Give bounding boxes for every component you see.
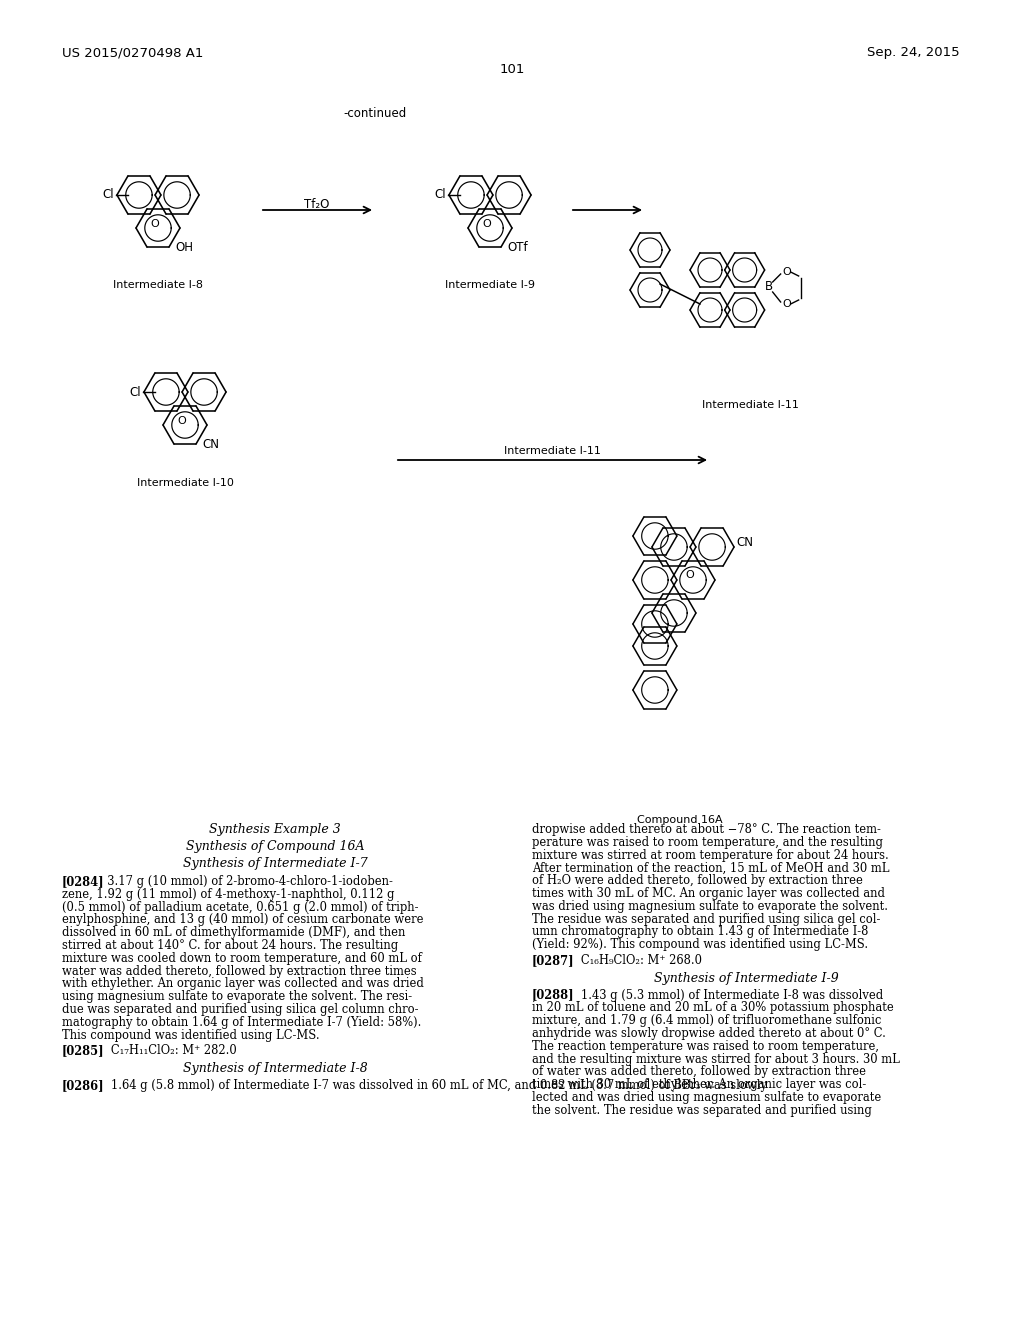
Text: Compound 16A: Compound 16A: [637, 814, 723, 825]
Text: of water was added thereto, followed by extraction three: of water was added thereto, followed by …: [532, 1065, 866, 1078]
Text: After termination of the reaction, 15 mL of MeOH and 30 mL: After termination of the reaction, 15 mL…: [532, 862, 890, 874]
Text: O: O: [782, 267, 791, 277]
Text: CN: CN: [203, 438, 219, 450]
Text: Synthesis of Intermediate I-7: Synthesis of Intermediate I-7: [182, 857, 368, 870]
Text: 3.17 g (10 mmol) of 2-bromo-4-chloro-1-iodoben-: 3.17 g (10 mmol) of 2-bromo-4-chloro-1-i…: [100, 875, 393, 888]
Text: dissolved in 60 mL of dimethylformamide (DMF), and then: dissolved in 60 mL of dimethylformamide …: [62, 927, 406, 940]
Text: Intermediate I-11: Intermediate I-11: [701, 400, 799, 411]
Text: of H₂O were added thereto, followed by extraction three: of H₂O were added thereto, followed by e…: [532, 874, 863, 887]
Text: Intermediate I-10: Intermediate I-10: [136, 478, 233, 488]
Text: 1.43 g (5.3 mmol) of Intermediate I-8 was dissolved: 1.43 g (5.3 mmol) of Intermediate I-8 wa…: [570, 989, 884, 1002]
Text: was dried using magnesium sulfate to evaporate the solvent.: was dried using magnesium sulfate to eva…: [532, 900, 888, 913]
Text: perature was raised to room temperature, and the resulting: perature was raised to room temperature,…: [532, 836, 883, 849]
Text: using magnesium sulfate to evaporate the solvent. The resi-: using magnesium sulfate to evaporate the…: [62, 990, 412, 1003]
Text: C₁₆H₉ClO₂: M⁺ 268.0: C₁₆H₉ClO₂: M⁺ 268.0: [570, 954, 702, 968]
Text: enylphosphine, and 13 g (40 mmol) of cesium carbonate were: enylphosphine, and 13 g (40 mmol) of ces…: [62, 913, 424, 927]
Text: O: O: [482, 219, 492, 228]
Text: [0287]: [0287]: [532, 954, 574, 968]
Text: Synthesis Example 3: Synthesis Example 3: [209, 822, 341, 836]
Text: O: O: [177, 416, 186, 426]
Text: The residue was separated and purified using silica gel col-: The residue was separated and purified u…: [532, 912, 881, 925]
Text: and the resulting mixture was stirred for about 3 hours. 30 mL: and the resulting mixture was stirred fo…: [532, 1052, 900, 1065]
Text: Synthesis of Compound 16A: Synthesis of Compound 16A: [185, 840, 365, 853]
Text: Intermediate I-8: Intermediate I-8: [113, 280, 203, 290]
Text: due was separated and purified using silica gel column chro-: due was separated and purified using sil…: [62, 1003, 419, 1016]
Text: Cl: Cl: [129, 385, 141, 399]
Text: Synthesis of Intermediate I-9: Synthesis of Intermediate I-9: [653, 972, 839, 985]
Text: mixture was cooled down to room temperature, and 60 mL of: mixture was cooled down to room temperat…: [62, 952, 422, 965]
Text: OH: OH: [175, 240, 194, 253]
Text: O: O: [782, 300, 791, 309]
Text: with ethylether. An organic layer was collected and was dried: with ethylether. An organic layer was co…: [62, 977, 424, 990]
Text: umn chromatography to obtain 1.43 g of Intermediate I-8: umn chromatography to obtain 1.43 g of I…: [532, 925, 868, 939]
Text: 1.64 g (5.8 mmol) of Intermediate I-7 was dissolved in 60 mL of MC, and 0.82 mL : 1.64 g (5.8 mmol) of Intermediate I-7 wa…: [100, 1078, 767, 1092]
Text: zene, 1.92 g (11 mmol) of 4-methoxy-1-naphthol, 0.112 g: zene, 1.92 g (11 mmol) of 4-methoxy-1-na…: [62, 888, 394, 900]
Text: mixture was stirred at room temperature for about 24 hours.: mixture was stirred at room temperature …: [532, 849, 889, 862]
Text: water was added thereto, followed by extraction three times: water was added thereto, followed by ext…: [62, 965, 417, 978]
Text: dropwise added thereto at about −78° C. The reaction tem-: dropwise added thereto at about −78° C. …: [532, 822, 881, 836]
Text: Intermediate I-11: Intermediate I-11: [504, 446, 600, 455]
Text: [0285]: [0285]: [62, 1044, 104, 1057]
Text: [0288]: [0288]: [532, 989, 574, 1002]
Text: (0.5 mmol) of palladium acetate, 0.651 g (2.0 mmol) of triph-: (0.5 mmol) of palladium acetate, 0.651 g…: [62, 900, 419, 913]
Text: [0284]: [0284]: [62, 875, 104, 888]
Text: Sep. 24, 2015: Sep. 24, 2015: [867, 46, 961, 59]
Text: matography to obtain 1.64 g of Intermediate I-7 (Yield: 58%).: matography to obtain 1.64 g of Intermedi…: [62, 1016, 421, 1028]
Text: The reaction temperature was raised to room temperature,: The reaction temperature was raised to r…: [532, 1040, 879, 1053]
Text: OTf: OTf: [508, 240, 528, 253]
Text: O: O: [686, 570, 694, 579]
Text: Tf₂O: Tf₂O: [304, 198, 330, 211]
Text: This compound was identified using LC-MS.: This compound was identified using LC-MS…: [62, 1028, 319, 1041]
Text: Intermediate I-9: Intermediate I-9: [445, 280, 535, 290]
Text: -continued: -continued: [343, 107, 407, 120]
Text: O: O: [151, 219, 160, 228]
Text: lected and was dried using magnesium sulfate to evaporate: lected and was dried using magnesium sul…: [532, 1092, 882, 1104]
Text: (Yield: 92%). This compound was identified using LC-MS.: (Yield: 92%). This compound was identifi…: [532, 939, 868, 952]
Text: Synthesis of Intermediate I-8: Synthesis of Intermediate I-8: [182, 1063, 368, 1076]
Text: 101: 101: [500, 63, 524, 77]
Text: mixture, and 1.79 g (6.4 mmol) of trifluoromethane sulfonic: mixture, and 1.79 g (6.4 mmol) of triflu…: [532, 1014, 882, 1027]
Text: times with 30 mL of ethylether. An organic layer was col-: times with 30 mL of ethylether. An organ…: [532, 1078, 866, 1092]
Text: anhydride was slowly dropwise added thereto at about 0° C.: anhydride was slowly dropwise added ther…: [532, 1027, 886, 1040]
Text: Cl: Cl: [434, 189, 445, 202]
Text: Cl: Cl: [102, 189, 114, 202]
Text: in 20 mL of toluene and 20 mL of a 30% potassium phosphate: in 20 mL of toluene and 20 mL of a 30% p…: [532, 1002, 894, 1014]
Text: [0286]: [0286]: [62, 1078, 104, 1092]
Text: C₁₇H₁₁ClO₂: M⁺ 282.0: C₁₇H₁₁ClO₂: M⁺ 282.0: [100, 1044, 237, 1057]
Text: CN: CN: [736, 536, 754, 549]
Text: times with 30 mL of MC. An organic layer was collected and: times with 30 mL of MC. An organic layer…: [532, 887, 885, 900]
Text: B: B: [765, 280, 773, 293]
Text: the solvent. The residue was separated and purified using: the solvent. The residue was separated a…: [532, 1104, 871, 1117]
Text: US 2015/0270498 A1: US 2015/0270498 A1: [62, 46, 204, 59]
Text: stirred at about 140° C. for about 24 hours. The resulting: stirred at about 140° C. for about 24 ho…: [62, 939, 398, 952]
